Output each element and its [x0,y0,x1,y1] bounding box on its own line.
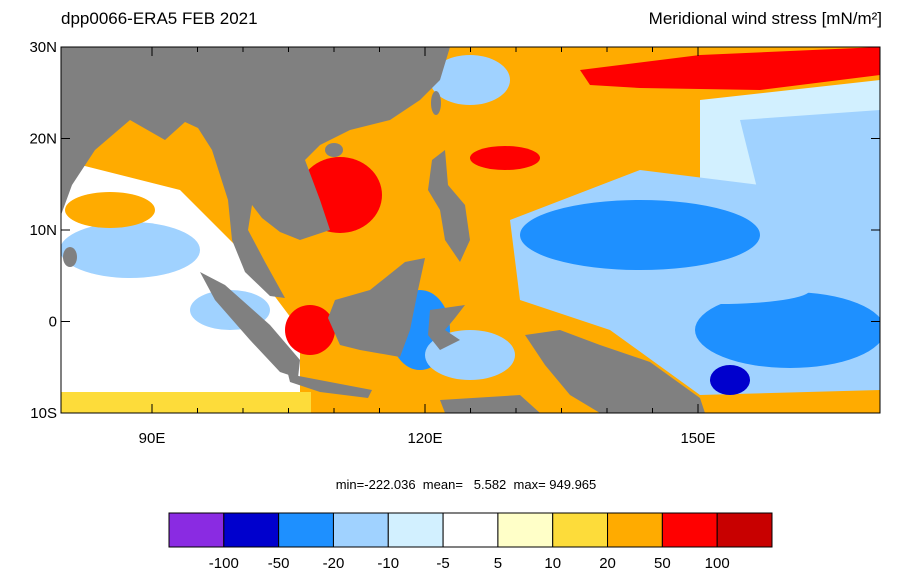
y-tick-label: 10S [30,405,57,422]
colorbar-box [716,512,773,548]
colorbar-box [332,512,389,548]
field-region [285,305,335,355]
colorbar-box [223,512,280,548]
land [428,305,465,350]
land [525,330,705,413]
x-tick-label: 150E [680,430,715,447]
land [288,374,372,398]
field-region [520,200,760,270]
x-tick-label: 120E [407,430,442,447]
y-tick-label: 0 [49,314,57,331]
colorbar-label: -20 [323,555,345,572]
field-region [65,192,155,228]
colorbar-box [607,512,663,548]
colorbar-label: 10 [544,555,561,572]
land [61,47,450,298]
field-region [710,365,750,395]
x-tick-label: 90E [139,430,166,447]
y-tick-label: 10N [29,222,57,239]
field-region [740,110,880,200]
colorbar-label: -50 [268,555,290,572]
colorbar-box [168,512,225,548]
land [428,150,470,262]
y-tick-label: 30N [29,39,57,56]
colorbar-box [442,512,499,548]
land [328,258,425,357]
field-region [61,222,200,278]
field-region [695,292,880,368]
colorbar-box [661,512,718,548]
field [61,47,880,413]
colorbar-label: -10 [377,555,399,572]
land [63,247,77,267]
colorbar-label: -5 [436,555,449,572]
colorbar-label: 50 [654,555,671,572]
title-right: Meridional wind stress [mN/m²] [649,9,882,28]
field-region [470,146,540,170]
colorbar-label: 20 [599,555,616,572]
land [200,272,300,378]
field-region [430,55,510,105]
land [440,395,540,413]
y-tick-label: 20N [29,131,57,148]
colorbar-box [387,512,444,548]
field-region [580,47,880,90]
stats: min=-222.036 mean= 5.582 max= 949.965 [336,477,597,492]
field-region [630,276,810,304]
colorbar-label: 100 [705,555,730,572]
colorbar-label: -100 [209,555,239,572]
colorbar-label: 5 [494,555,502,572]
land [325,143,343,157]
colorbar-box [278,512,334,548]
colorbar-box [497,512,554,548]
field-region [61,392,311,413]
colorbar-box [552,512,609,548]
title-left: dpp0066-ERA5 FEB 2021 [61,9,258,28]
land [431,91,441,115]
